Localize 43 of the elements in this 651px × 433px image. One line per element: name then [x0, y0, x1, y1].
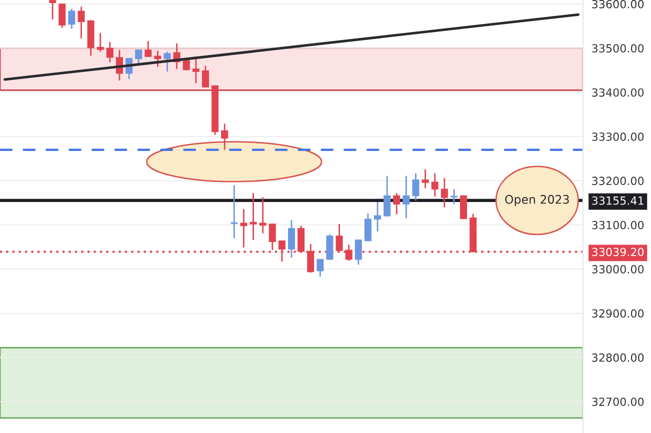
candlestick — [221, 123, 228, 150]
candlestick — [422, 168, 429, 189]
candlestick — [68, 8, 76, 30]
y-tick-label: 33400.00 — [592, 88, 644, 97]
candlestick — [393, 192, 400, 215]
candlestick — [144, 40, 152, 58]
candlestick — [154, 50, 162, 68]
candlestick — [182, 59, 190, 71]
candlestick — [78, 6, 85, 40]
candlestick — [230, 184, 238, 239]
y-tick-label: 33155.41 — [592, 196, 644, 205]
candlestick — [106, 41, 114, 63]
candlestick — [164, 51, 171, 72]
candlestick — [440, 177, 448, 208]
candlestick — [364, 212, 372, 242]
candlestick — [288, 219, 296, 258]
candlestick — [202, 65, 209, 88]
y-tick-label: 32800.00 — [592, 353, 644, 362]
candlestick — [402, 175, 410, 219]
y-tick-label: 33100.00 — [592, 220, 644, 230]
candlestick — [96, 32, 104, 52]
candlestick — [384, 175, 391, 218]
candlestick — [326, 233, 334, 260]
candlestick — [412, 172, 420, 202]
candlestick — [49, 0, 56, 20]
y-tick-label: 33039.20 — [592, 248, 644, 256]
candlestick — [431, 172, 438, 198]
y-tick-label: 33200.00 — [592, 176, 644, 186]
candlestick — [250, 192, 257, 241]
candlestick — [240, 208, 248, 248]
ref-line-label: Open 2023 — [505, 194, 569, 206]
y-tick-label: 33300.00 — [592, 132, 644, 141]
candlestick — [268, 222, 276, 251]
y-tick-label: 33000.00 — [592, 265, 644, 274]
candlestick — [354, 238, 362, 266]
y-tick-label: 32700.00 — [592, 398, 644, 406]
candlestick — [374, 201, 382, 232]
y-tick-label: 32900.00 — [592, 309, 644, 318]
candlestick — [316, 258, 324, 278]
y-tick-label: 33600.00 — [592, 0, 644, 8]
y-tick-label: 33500.00 — [592, 44, 644, 53]
candlestick — [450, 188, 458, 205]
candlestick — [58, 2, 66, 29]
